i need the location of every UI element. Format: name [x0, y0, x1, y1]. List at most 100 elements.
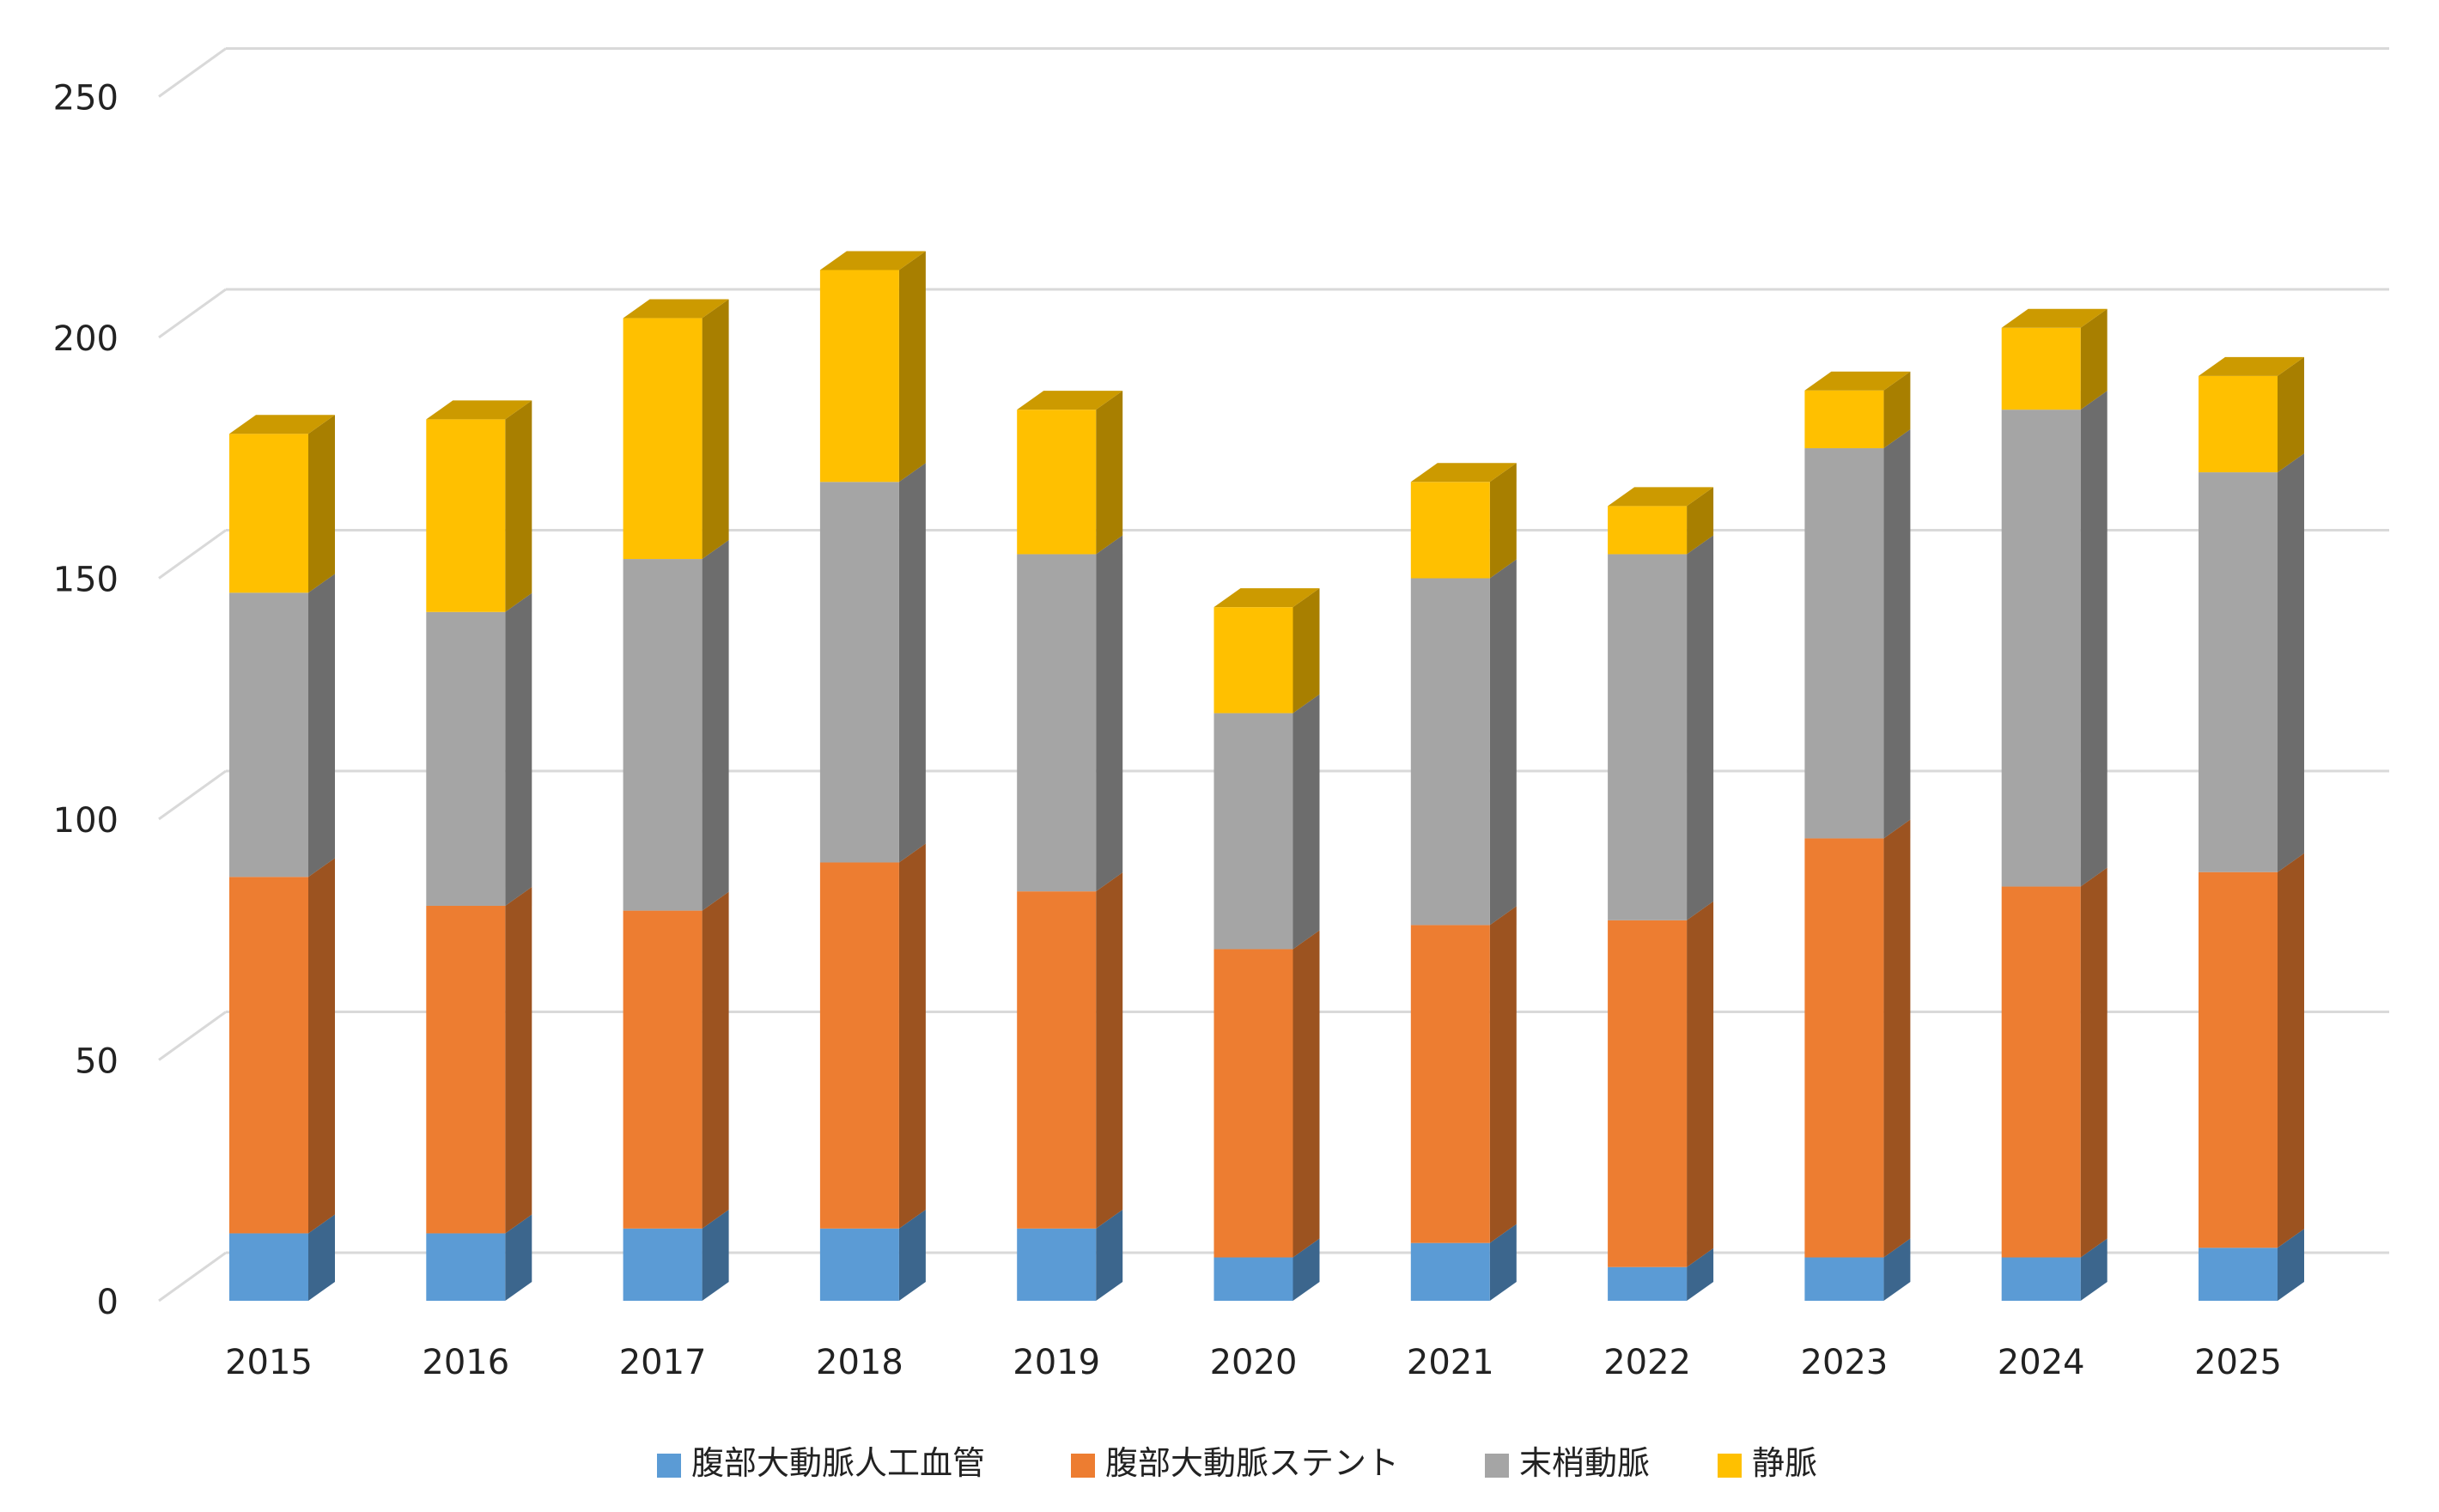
bar-top [1213, 588, 1320, 608]
bar-side [1096, 872, 1123, 1229]
bar-side [505, 400, 532, 612]
bar-front [819, 1228, 899, 1301]
bar-segment [1410, 906, 1517, 1243]
bar-segment [1804, 371, 1911, 449]
bar-side [1292, 1238, 1320, 1301]
bar-front [819, 270, 899, 483]
bar-stack-2019 [1017, 391, 1123, 1301]
bar-front [2001, 886, 2081, 1258]
gridline-diagonal [158, 769, 227, 821]
bar-side [2278, 356, 2304, 473]
x-tick-label: 2020 [1210, 1343, 1298, 1382]
bar-side [2080, 867, 2108, 1258]
bar-segment [819, 463, 926, 863]
bar-front [426, 1233, 506, 1301]
bar-segment [1410, 559, 1517, 926]
gridline-diagonal [158, 47, 227, 98]
bar-top [229, 415, 335, 434]
bar-segment [426, 886, 532, 1234]
legend-swatch [657, 1454, 681, 1478]
x-tick-label: 2018 [816, 1343, 903, 1382]
bar-segment [2199, 853, 2304, 1248]
bar-segment [819, 251, 926, 483]
x-tick-label: 2022 [1603, 1343, 1691, 1382]
bar-front [1017, 410, 1097, 555]
bar-segment [2001, 308, 2108, 410]
bar-stack-2021 [1410, 463, 1517, 1301]
y-tick-label: 50 [75, 1042, 119, 1082]
bar-front [2199, 1248, 2278, 1301]
gridline-diagonal [158, 288, 227, 339]
x-tick-label: 2016 [422, 1343, 509, 1382]
x-tick-label: 2019 [1013, 1343, 1100, 1382]
bar-stack-2020 [1213, 588, 1320, 1301]
bar-segment [1608, 535, 1714, 920]
bar-front [426, 419, 506, 612]
legend-label: 腹部大動脈人工血管 [691, 1444, 985, 1482]
bar-segment [1213, 694, 1320, 950]
bar-front [1017, 891, 1097, 1229]
bar-segment [1213, 930, 1320, 1258]
legend-swatch [1071, 1454, 1095, 1478]
bar-front [819, 862, 899, 1229]
x-tick-label: 2015 [225, 1343, 313, 1382]
bar-top [1410, 463, 1517, 483]
bar-front [1608, 1266, 1688, 1301]
bar-front [1017, 1228, 1097, 1301]
bar-segment [623, 1209, 729, 1301]
bar-side [1687, 535, 1714, 920]
bar-segment [426, 592, 532, 906]
bar-segment [1804, 819, 1911, 1258]
bar-front [2001, 1257, 2081, 1301]
bar-front [623, 910, 703, 1229]
bar-segment [1410, 463, 1517, 579]
bar-segment [1608, 1248, 1714, 1301]
bar-side [702, 891, 729, 1229]
bar-front [1804, 838, 1884, 1258]
bar-front [1213, 949, 1293, 1258]
bar-front [426, 905, 506, 1234]
bar-top [2001, 308, 2108, 328]
bar-front [229, 434, 308, 593]
bar-segment [819, 1209, 926, 1301]
bar-front [229, 877, 308, 1234]
legend-label: 末梢動脈 [1519, 1444, 1650, 1482]
bar-side [1687, 901, 1714, 1267]
bar-segment [1017, 1209, 1123, 1301]
bar-side [505, 1214, 532, 1301]
bar-side [1096, 391, 1123, 555]
bar-side [702, 540, 729, 911]
bar-stack-2016 [426, 400, 532, 1301]
bar-side [308, 1214, 335, 1301]
bar-segment [426, 400, 532, 612]
bar-front [623, 318, 703, 560]
bar-segment [229, 858, 335, 1234]
legend-label: 静脈 [1752, 1444, 1817, 1482]
bar-segment [229, 415, 335, 593]
bar-stack-2018 [819, 251, 926, 1301]
bar-side [1883, 429, 1911, 839]
bar-segment [1213, 588, 1320, 713]
bar-front [1608, 920, 1688, 1267]
bar-segment [1804, 1238, 1911, 1301]
bar-segment [1608, 901, 1714, 1267]
bar-segment [2199, 356, 2304, 473]
bar-stack-2024 [2001, 308, 2108, 1301]
bar-stack-2017 [623, 299, 729, 1301]
bar-front [2001, 327, 2081, 410]
bar-front [819, 482, 899, 863]
bar-side [1883, 1238, 1911, 1301]
bar-front [1213, 607, 1293, 713]
bar-side [505, 592, 532, 906]
x-axis-tick-labels: 2015 2016 2017 2018 2019 2020 2021 2022 2023 2024… [225, 1343, 2282, 1382]
bar-side [1489, 463, 1517, 579]
x-tick-label: 2023 [1801, 1343, 1889, 1382]
bar-front [229, 1233, 308, 1301]
y-tick-label: 100 [53, 801, 119, 841]
bar-segment [1410, 1224, 1517, 1301]
bar-stack-2022 [1608, 487, 1714, 1301]
bar-top [819, 251, 926, 270]
bar-segment [623, 299, 729, 560]
y-tick-label: 200 [53, 319, 119, 359]
bar-side [308, 574, 335, 877]
